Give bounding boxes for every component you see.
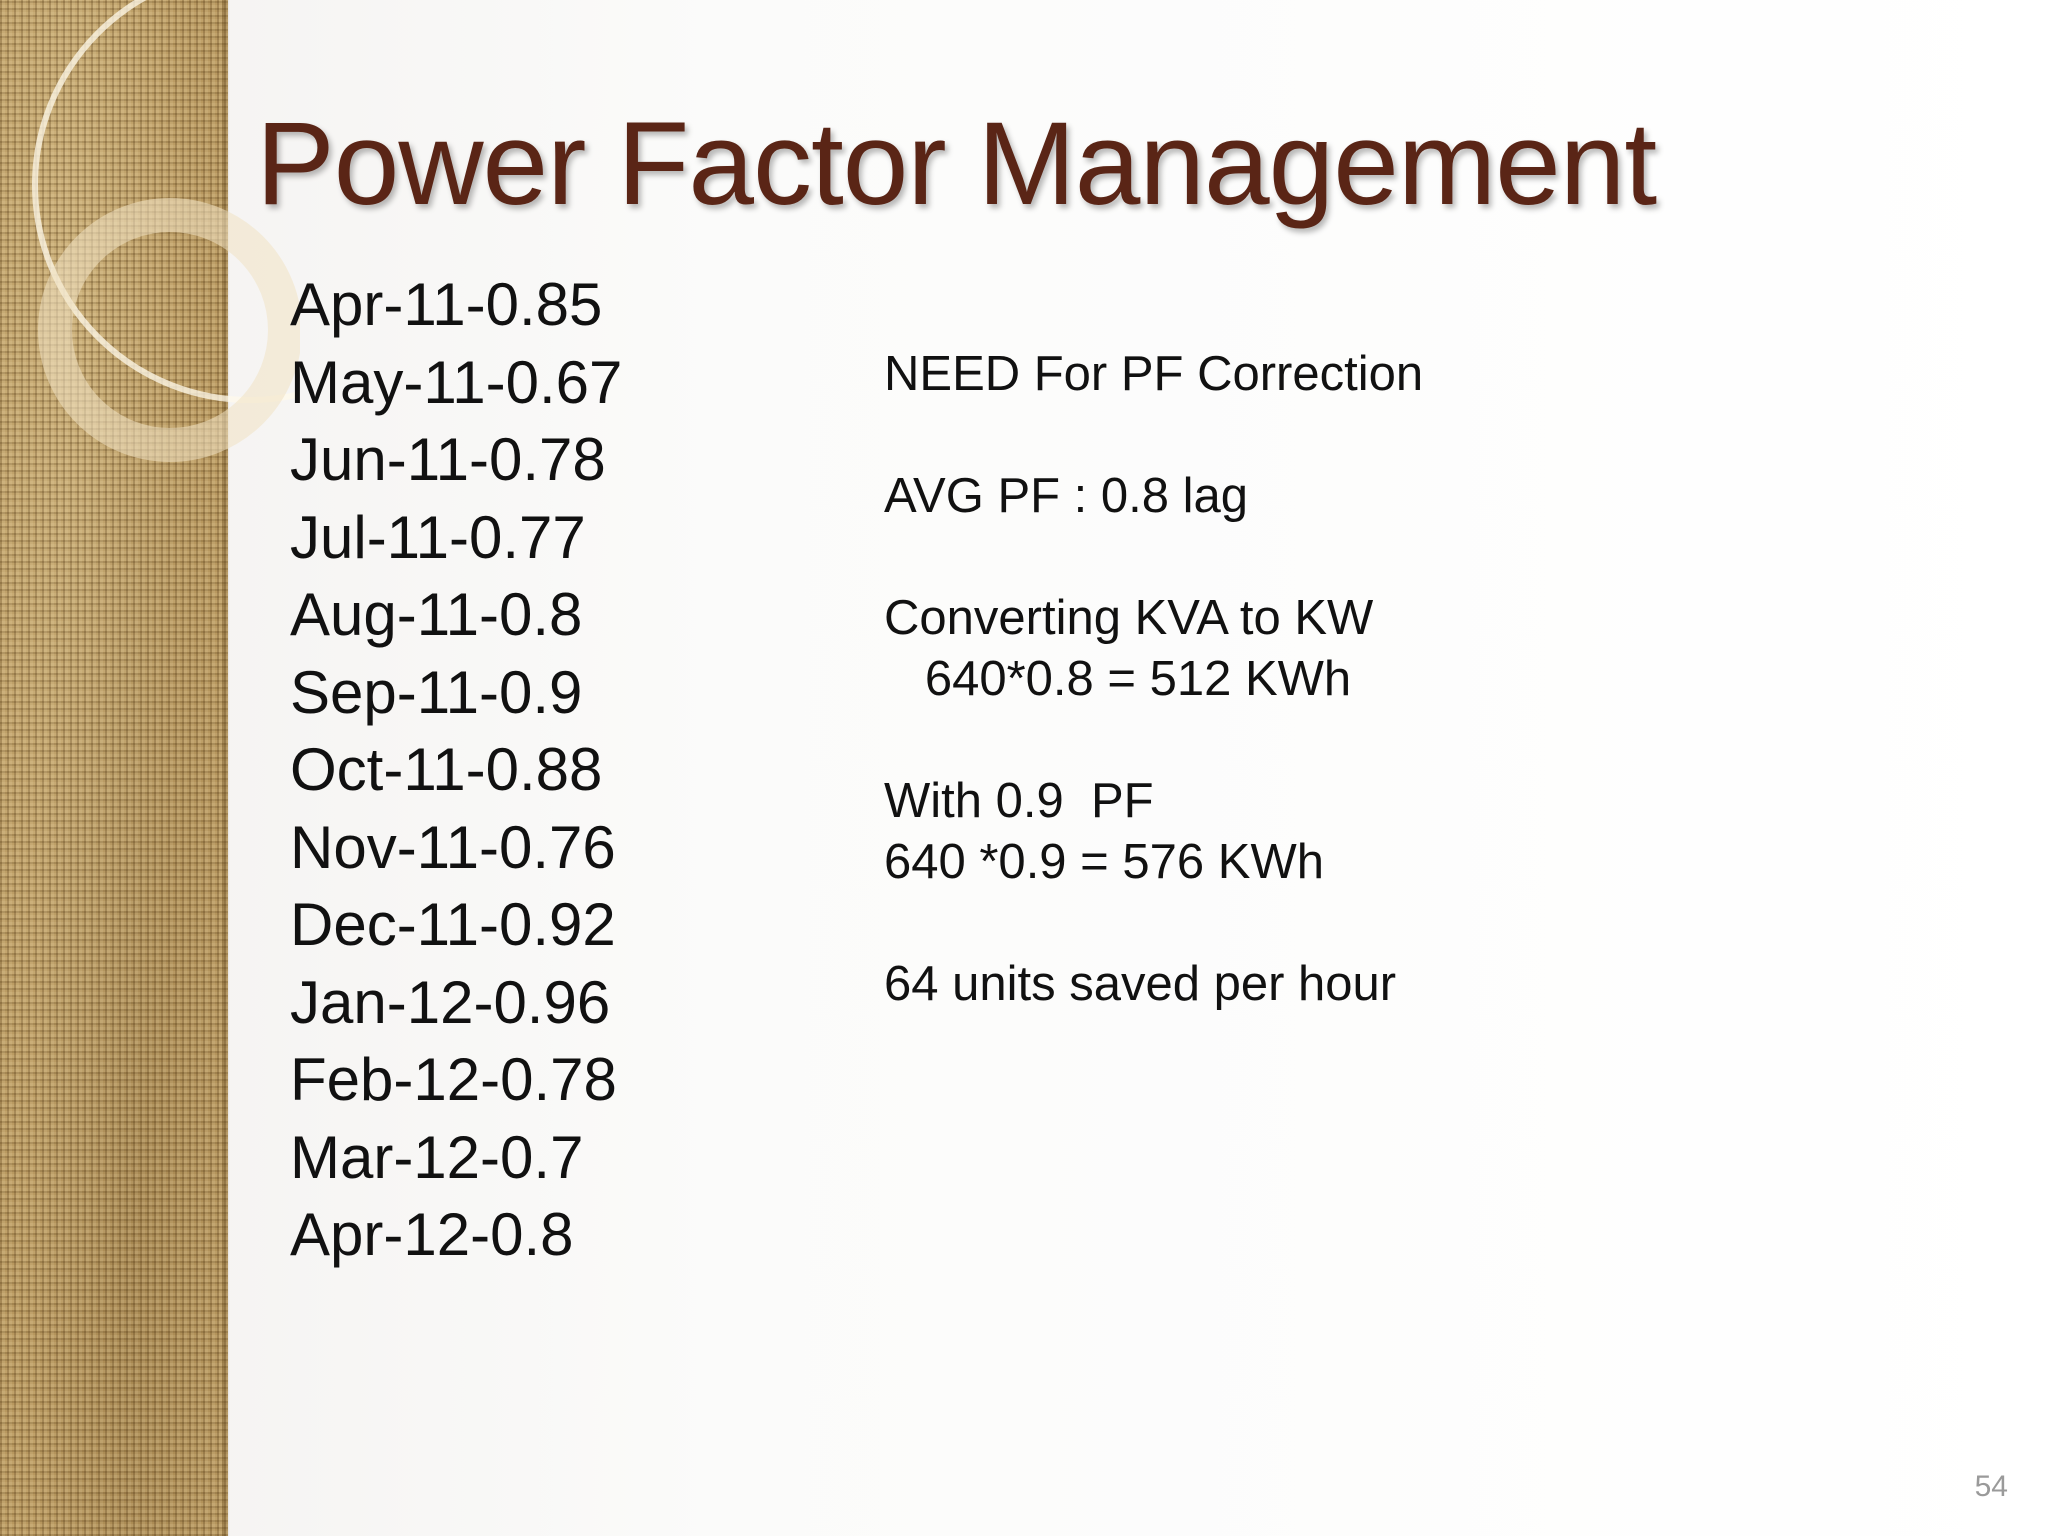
list-item: Sep-11-0.9: [290, 658, 583, 726]
page-number: 54: [1974, 1470, 2008, 1503]
panel-edge-shadow: [222, 0, 230, 1536]
slide-title: Power Factor Management: [256, 98, 1657, 230]
list-item: Jan-12-0.96: [290, 968, 611, 1036]
pf-correction-notes: NEED For PF Correction AVG PF : 0.8 lag …: [884, 344, 1423, 1015]
list-item: Jul-11-0.77: [290, 503, 586, 571]
spacer: [884, 893, 1423, 954]
list-item: Aug-11-0.8: [290, 581, 583, 648]
decorative-rings-icon: [32, 0, 300, 462]
spacer: [884, 405, 1423, 466]
list-item: Nov-11-0.76: [290, 813, 616, 881]
spacer: [884, 710, 1423, 771]
convert-calculation: 640*0.8 = 512 KWh: [884, 652, 1352, 706]
avg-pf-line: AVG PF : 0.8 lag: [884, 469, 1249, 523]
with-pf-calculation: 640 *0.9 = 576 KWh: [884, 835, 1324, 889]
need-heading: NEED For PF Correction: [884, 347, 1424, 401]
list-item: Oct-11-0.88: [290, 736, 603, 803]
burlap-texture-panel: [0, 0, 228, 1536]
list-item: Apr-11-0.85: [290, 271, 603, 338]
list-item: May-11-0.67: [290, 348, 623, 416]
list-item: Feb-12-0.78: [290, 1046, 617, 1113]
with-pf-heading: With 0.9 PF: [884, 774, 1154, 828]
savings-line: 64 units saved per hour: [884, 957, 1397, 1011]
list-item: Mar-12-0.7: [290, 1123, 584, 1191]
list-item: Jun-11-0.78: [290, 426, 606, 493]
spacer: [884, 527, 1423, 588]
convert-heading: Converting KVA to KW: [884, 591, 1374, 645]
monthly-pf-list: Apr-11-0.85 May-11-0.67 Jun-11-0.78 Jul-…: [290, 266, 622, 1274]
list-item: Apr-12-0.8: [290, 1201, 574, 1268]
list-item: Dec-11-0.92: [290, 891, 616, 958]
